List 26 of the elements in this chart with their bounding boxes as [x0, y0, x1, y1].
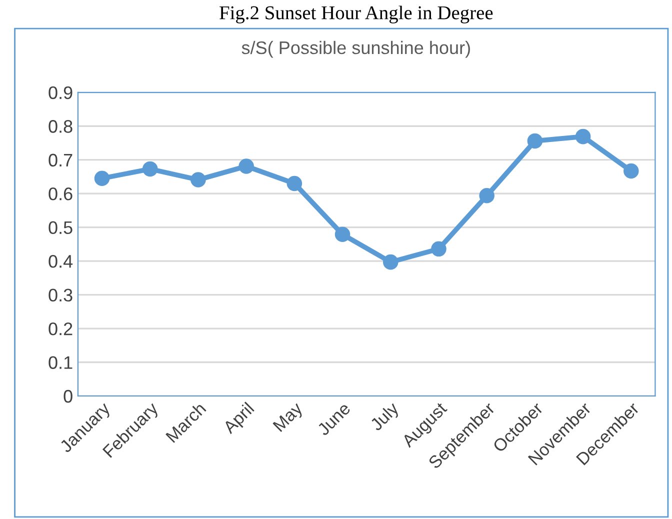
point	[624, 163, 639, 179]
point	[382, 254, 398, 270]
y-tick-label: 0.7	[48, 154, 72, 167]
y-tick-label: 0.1	[48, 356, 72, 369]
caption: Fig.2 Sunset Hour Angle in Degree	[220, 6, 493, 24]
y-tick-label: 0.9	[48, 86, 72, 100]
y-tick-label: 0.2	[48, 322, 72, 336]
point	[190, 172, 206, 188]
y-tick-label: 0.6	[48, 188, 72, 200]
point	[334, 226, 350, 242]
y-tick-label: 0.5	[48, 221, 72, 234]
point	[286, 176, 302, 192]
point	[142, 161, 158, 177]
y-tick-label: 0.8	[48, 120, 72, 133]
x-tick-label: July	[368, 400, 402, 434]
point	[431, 241, 446, 257]
y-tick-label: 0.3	[48, 288, 72, 302]
point	[527, 133, 543, 149]
point	[479, 188, 494, 204]
y-tick-label: 0	[64, 390, 72, 403]
point	[94, 170, 110, 186]
point	[575, 128, 591, 144]
y-tick-label: 0.4	[48, 254, 73, 268]
chart-title: s/S( Possible sunshine hour)	[242, 40, 470, 58]
x-tick-label: May	[272, 401, 306, 434]
point	[238, 158, 254, 174]
